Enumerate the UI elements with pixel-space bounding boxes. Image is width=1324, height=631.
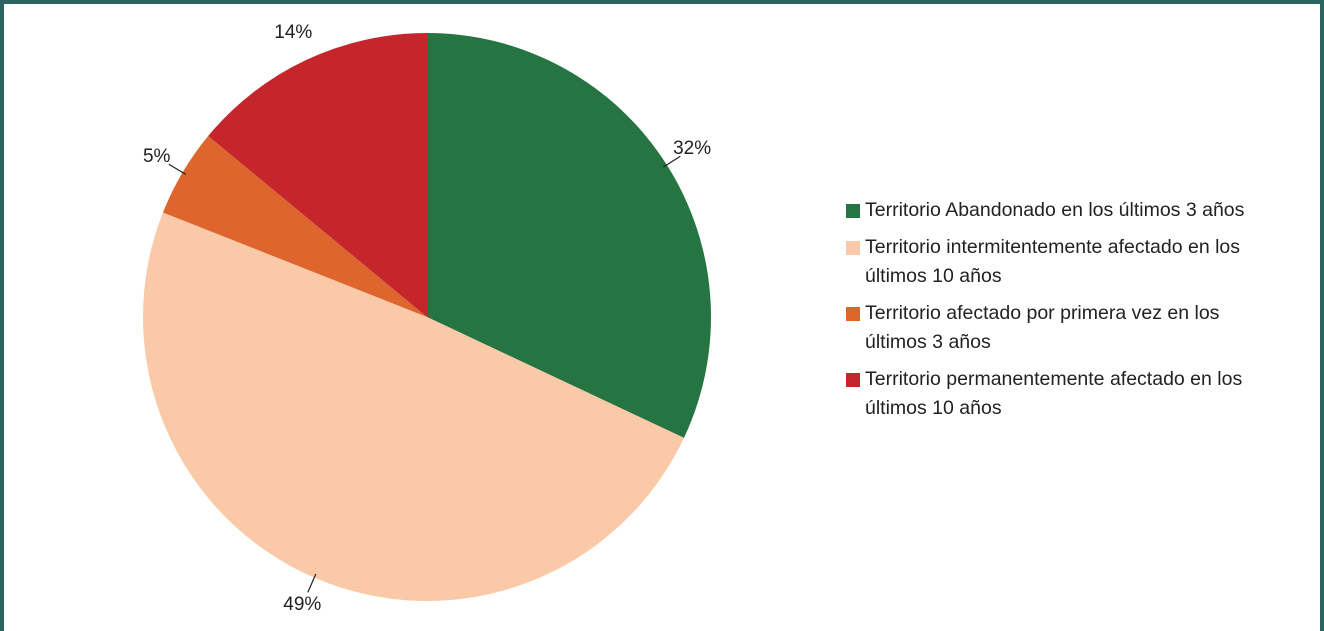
pie-slice bbox=[208, 32, 427, 317]
data-label: 5% bbox=[143, 146, 171, 167]
legend-item: Territorio afectado por primera vez en l… bbox=[846, 299, 1276, 357]
legend-label: Territorio afectado por primera vez en l… bbox=[865, 302, 1220, 353]
pie-slice bbox=[427, 33, 711, 438]
legend-item: Territorio intermitentemente afectado en… bbox=[846, 233, 1276, 291]
pie-slice bbox=[162, 135, 427, 317]
leader-line bbox=[168, 163, 187, 175]
data-label: 32% bbox=[673, 138, 711, 159]
legend-swatch bbox=[846, 241, 860, 255]
data-label: 49% bbox=[283, 594, 321, 615]
legend-label: Territorio Abandonado en los últimos 3 a… bbox=[865, 199, 1245, 221]
legend-label: Territorio intermitentemente afectado en… bbox=[865, 236, 1241, 287]
data-label: 14% bbox=[274, 22, 312, 43]
legend-swatch bbox=[846, 373, 860, 387]
legend-item: Territorio Abandonado en los últimos 3 a… bbox=[846, 196, 1276, 225]
legend-label: Territorio permanentemente afectado en l… bbox=[865, 368, 1243, 419]
legend-swatch bbox=[846, 307, 860, 321]
legend: Territorio Abandonado en los últimos 3 a… bbox=[846, 196, 1276, 431]
leader-line bbox=[307, 573, 317, 593]
legend-swatch bbox=[846, 204, 860, 218]
pie-slice bbox=[143, 212, 684, 601]
legend-item: Territorio permanentemente afectado en l… bbox=[846, 365, 1276, 423]
leader-line bbox=[663, 155, 681, 168]
